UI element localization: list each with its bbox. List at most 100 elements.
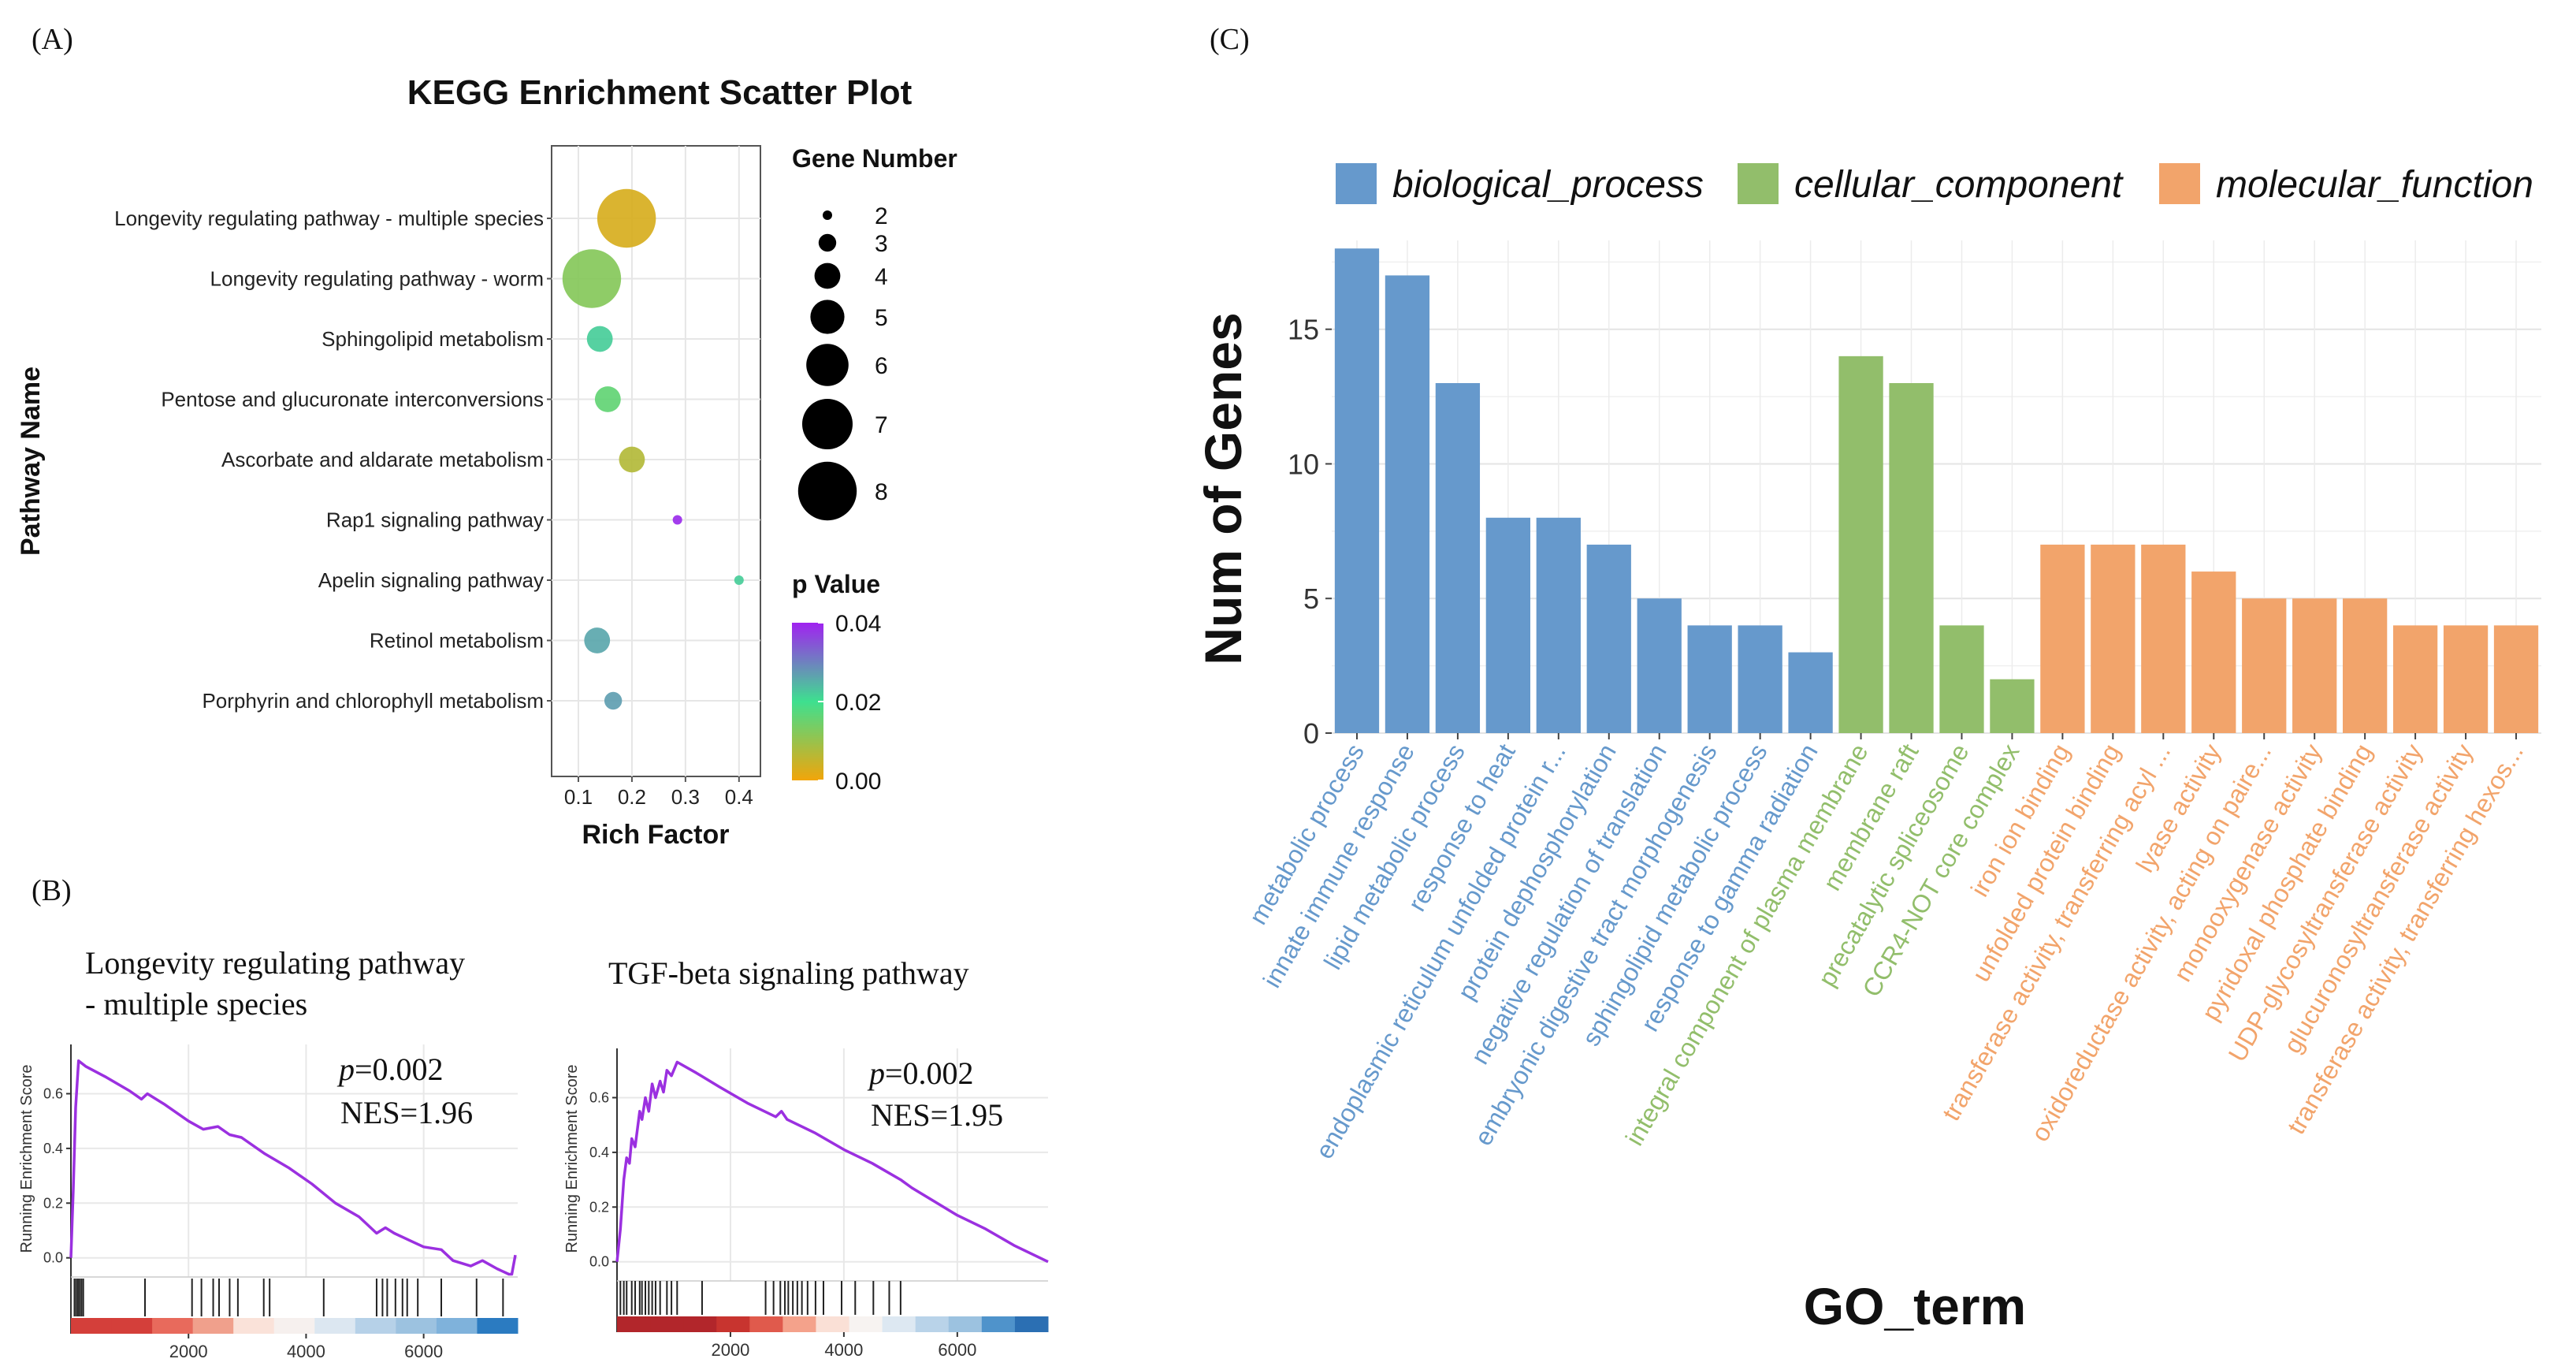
go-bar — [1889, 383, 1934, 733]
gsea2-y-tick-label: 0.4 — [589, 1145, 609, 1160]
gsea1-rank-segment — [477, 1318, 519, 1334]
gsea2-rank-segment — [683, 1316, 717, 1332]
gsea2-rank-segment — [849, 1316, 883, 1332]
go-plot-panel — [1332, 240, 2541, 733]
go-legend-label: biological_process — [1392, 164, 1704, 206]
gsea2-p-text: =0.002 — [885, 1055, 974, 1091]
go-bar — [2493, 625, 2539, 733]
gsea1-ranked-list-bar — [71, 1318, 519, 1334]
kegg-pathway-label: Porphyrin and chlorophyll metabolism — [202, 689, 544, 713]
kegg-pathway-label: Longevity regulating pathway - multiple … — [114, 207, 544, 230]
go-bar — [1637, 598, 1682, 733]
kegg-x-tick-label: 0.2 — [618, 785, 646, 809]
gene-number-legend-label: 5 — [875, 305, 888, 331]
go-legend-swatch — [1738, 163, 1779, 204]
gene-number-legend-label: 6 — [875, 353, 888, 379]
go-bar — [2191, 571, 2236, 733]
gsea1-rank-segment — [111, 1318, 153, 1334]
kegg-point — [619, 446, 645, 473]
go-y-tick-label: 15 — [1288, 314, 1319, 346]
gene-number-legend-label: 7 — [875, 412, 888, 438]
gsea2-rank-segment — [749, 1316, 783, 1332]
gsea1-rank-segment — [71, 1318, 113, 1334]
gsea1-y-tick-label: 0.6 — [43, 1085, 63, 1101]
gsea1-x-tick-label: 2000 — [169, 1342, 208, 1361]
gsea2-nes: NES=1.95 — [871, 1097, 1003, 1133]
kegg-y-tick-labels: Longevity regulating pathway - multiple … — [114, 207, 552, 713]
go-bar — [1385, 275, 1430, 733]
go-bar — [1838, 356, 1883, 733]
kegg-point — [604, 691, 623, 710]
go-bar — [2392, 625, 2438, 733]
gsea1-rank-segment — [436, 1318, 478, 1334]
kegg-y-axis-label: Pathway Name — [16, 367, 46, 556]
gsea1-p-text: =0.002 — [355, 1052, 444, 1087]
gsea1-enrichment-line — [69, 1059, 517, 1276]
gene-number-legend-dot — [797, 461, 857, 521]
go-bar — [2292, 598, 2337, 733]
p-value-colorbar-label: 0.02 — [835, 690, 881, 716]
panel-label-b: (B) — [32, 874, 72, 907]
gene-number-legend-label: 3 — [875, 231, 888, 257]
gsea2-p-label: p — [867, 1055, 885, 1091]
gene-number-legend-label: 4 — [875, 264, 888, 290]
gsea1-rank-segment — [273, 1318, 315, 1334]
gsea1-y-tick-label: 0.0 — [43, 1250, 63, 1266]
kegg-pathway-label: Apelin signaling pathway — [318, 568, 544, 592]
gsea1-x-tick-label: 6000 — [404, 1342, 443, 1361]
gsea1-hit-marks — [73, 1279, 504, 1316]
go-y-tick-label: 0 — [1303, 717, 1319, 750]
gsea2-rank-segment — [1014, 1316, 1049, 1332]
gene-number-legend-label: 8 — [875, 479, 888, 505]
gsea2-y-tick-labels: 0.0 0.2 0.4 0.6 — [589, 1089, 617, 1270]
gsea1-nes: NES=1.96 — [340, 1095, 473, 1130]
panel-label-a: (A) — [32, 23, 73, 56]
kegg-point — [672, 515, 682, 525]
gsea-plot-longevity: Longevity regulating pathway - multiple … — [18, 945, 519, 1361]
go-bar — [2141, 544, 2186, 733]
gsea1-y-tick-label: 0.2 — [43, 1195, 63, 1211]
gsea1-rank-segment — [233, 1318, 275, 1334]
go-y-axis-label: Num of Genes — [1194, 312, 1252, 665]
gsea2-ranked-list-bar — [617, 1316, 1049, 1332]
go-y-tick-labels: 0 5 10 15 — [1288, 314, 1332, 750]
gsea2-enrichment-curve — [615, 1060, 1049, 1264]
go-bar — [1687, 625, 1732, 733]
gsea1-grid — [70, 1044, 518, 1334]
kegg-point — [562, 249, 622, 308]
gsea2-grid — [616, 1048, 1048, 1332]
go-bar — [2242, 598, 2287, 733]
p-value-colorbar-label: 0.00 — [835, 769, 881, 795]
go-legend-label: molecular_function — [2216, 164, 2533, 206]
kegg-scatter-chart: KEGG Enrichment Scatter Plot Longevity r… — [16, 73, 957, 850]
kegg-x-tick-label: 0.4 — [725, 785, 753, 809]
gene-number-legend-dot — [814, 262, 841, 289]
gsea1-title-line1: Longevity regulating pathway — [85, 945, 465, 981]
gsea2-x-tick-labels: 2000 4000 6000 — [711, 1332, 976, 1360]
gene-number-legend: 23 4 5 6 7 8 — [797, 203, 888, 521]
go-bar — [1586, 544, 1631, 733]
kegg-point — [584, 627, 611, 653]
go-x-axis-label: GO_term — [1804, 1277, 2026, 1335]
gene-number-legend-dot — [810, 300, 845, 334]
gsea2-y-axis-label: Running Enrichment Score — [563, 1064, 581, 1253]
gene-number-legend-title: Gene Number — [792, 144, 957, 173]
p-value-legend-title: p Value — [792, 570, 880, 598]
go-bar — [1738, 625, 1782, 733]
kegg-pathway-label: Ascorbate and aldarate metabolism — [221, 448, 544, 471]
gsea2-y-tick-label: 0.0 — [589, 1254, 609, 1270]
gsea1-y-tick-label: 0.4 — [43, 1141, 63, 1156]
p-value-colorbar-label: 0.04 — [835, 611, 881, 637]
go-bar — [1485, 517, 1530, 733]
gsea1-p-label: p — [336, 1052, 355, 1087]
gsea2-rank-segment — [650, 1316, 684, 1332]
go-legend-swatch — [2159, 163, 2200, 204]
gene-number-legend-label: 2 — [875, 203, 888, 229]
gsea2-rank-segment — [915, 1316, 950, 1332]
gsea2-title: TGF-beta signaling pathway — [608, 955, 969, 991]
go-bar — [1334, 248, 1380, 733]
kegg-pathway-label: Pentose and glucuronate interconversions — [161, 388, 544, 411]
gsea1-rank-segment — [314, 1318, 356, 1334]
